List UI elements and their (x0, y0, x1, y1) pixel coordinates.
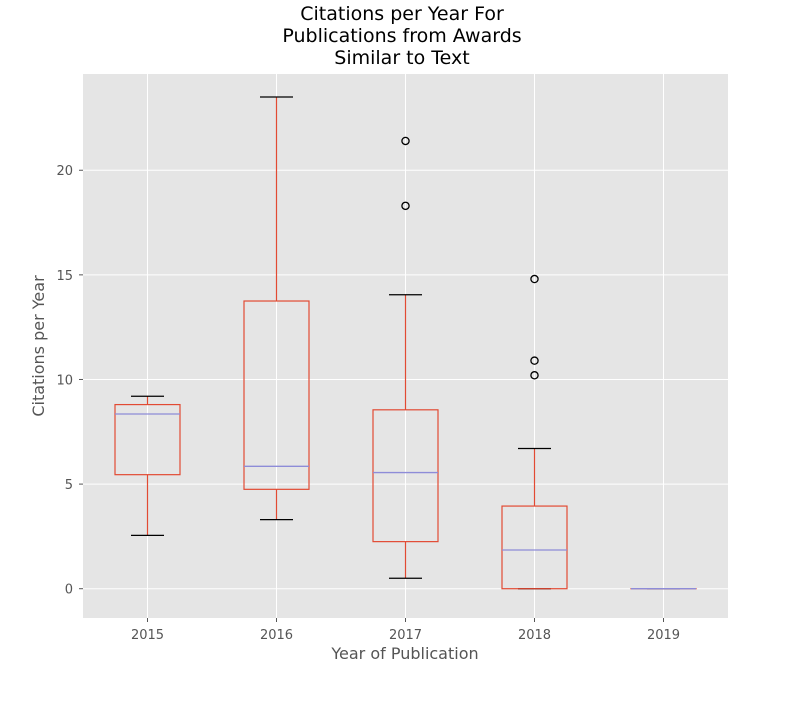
outlier-point (401, 136, 410, 146)
chart-title-line-3: Similar to Text (334, 47, 469, 69)
outlier-point (530, 274, 539, 284)
y-axis-ticks: 0 5 10 15 20 (56, 164, 83, 598)
x-tick-label: 2017 (389, 628, 422, 643)
box-iqr (372, 409, 439, 543)
box-2015 (114, 395, 181, 537)
chart-title-line-1: Citations per Year For (300, 3, 504, 25)
x-tick-label: 2018 (518, 628, 551, 643)
x-tick-label: 2015 (131, 628, 164, 643)
x-tick-label: 2019 (647, 628, 680, 643)
box-iqr (114, 403, 181, 476)
y-axis-label: Citations per Year (29, 275, 48, 417)
y-tick-label: 15 (56, 269, 73, 284)
x-tick-label: 2016 (260, 628, 293, 643)
outlier-point (530, 356, 539, 365)
boxes-group (114, 96, 697, 590)
outlier-point (401, 201, 410, 211)
y-tick-label: 20 (56, 164, 73, 179)
box-2016 (243, 96, 310, 521)
y-tick-label: 5 (65, 478, 73, 493)
y-tick-label: 0 (65, 583, 73, 598)
box-iqr (243, 300, 310, 490)
y-tick-label: 10 (56, 373, 73, 388)
outlier-point (530, 371, 539, 380)
x-axis-ticks: 2015 2016 2017 2018 2019 (131, 618, 680, 643)
box-iqr (501, 505, 568, 590)
x-axis-label: Year of Publication (330, 644, 478, 663)
box-2018 (501, 274, 568, 590)
box-2017 (372, 136, 439, 579)
chart-title-line-2: Publications from Awards (282, 25, 521, 47)
